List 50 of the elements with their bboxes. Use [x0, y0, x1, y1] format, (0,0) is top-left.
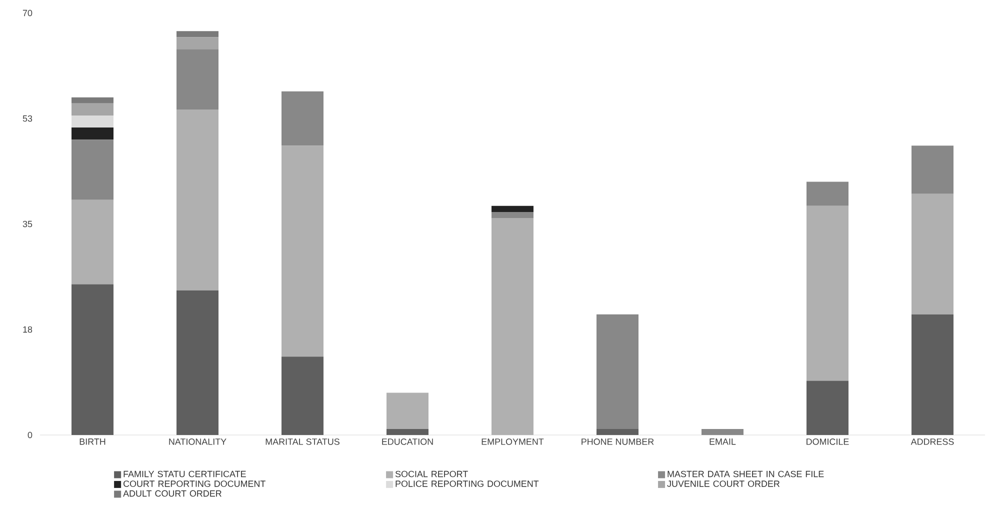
bar [912, 314, 954, 435]
legend-label: JUVENILE COURT ORDER [667, 480, 780, 487]
y-tick-label: 0 [28, 432, 32, 438]
bar [176, 290, 218, 435]
bar [72, 200, 114, 284]
legend-label: COURT REPORTING DOCUMENT [124, 480, 266, 487]
bar [176, 109, 218, 290]
bar [72, 115, 114, 128]
x-tick-label: NATIONALITY [169, 438, 226, 445]
bar [702, 428, 744, 435]
bar [282, 356, 324, 435]
legend-label: FAMILY STATU CERTIFICATE [124, 470, 246, 478]
y-tick-label: 53 [22, 115, 32, 122]
legend-label: POLICE REPORTING DOCUMENT [396, 480, 539, 487]
bar [386, 392, 428, 429]
y-tick-label: 18 [23, 326, 32, 333]
bar [282, 146, 324, 357]
x-tick-label: DOMICILE [806, 438, 849, 445]
bar [282, 91, 324, 146]
bar [492, 206, 534, 212]
bar [492, 212, 534, 218]
bar [176, 49, 218, 110]
y-tick-label: 70 [22, 10, 32, 16]
x-tick-label: EMAIL [710, 438, 736, 445]
bar [72, 97, 114, 104]
bar [912, 194, 954, 314]
legend-label: MASTER DATA SHEET IN CASE FILE [668, 470, 824, 478]
x-tick-label: PHONE NUMBER [582, 438, 654, 445]
y-tick-label: 35 [22, 220, 32, 228]
bar [806, 380, 848, 435]
x-tick-label: ADDRESS [910, 438, 954, 445]
bar [386, 428, 428, 435]
bar [492, 218, 534, 435]
x-tick-label: EDUCATION [382, 438, 433, 445]
bar [806, 182, 848, 206]
legend-label: ADULT COURT ORDER [123, 490, 222, 497]
x-tick-label: BIRTH [80, 438, 106, 445]
bar [72, 284, 114, 435]
x-tick-label: EMPLOYMENT [482, 438, 544, 445]
x-tick-label: MARITAL STATUS [266, 438, 340, 445]
bar [72, 128, 114, 140]
bar [72, 103, 114, 116]
bar [912, 146, 954, 194]
bar [596, 314, 638, 429]
bar [72, 140, 114, 200]
bar [806, 206, 848, 381]
bar [176, 31, 218, 38]
bar [176, 37, 218, 50]
bar [596, 428, 638, 435]
legend-label: SOCIAL REPORT [395, 470, 468, 478]
